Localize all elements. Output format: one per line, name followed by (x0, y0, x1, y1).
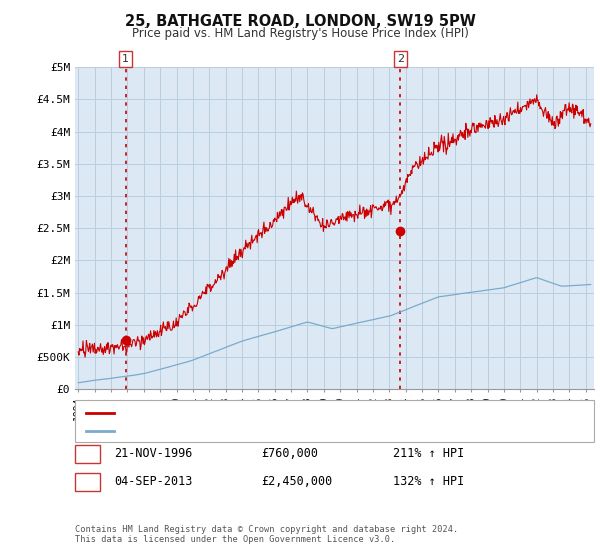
Text: Price paid vs. HM Land Registry's House Price Index (HPI): Price paid vs. HM Land Registry's House … (131, 27, 469, 40)
Text: 2: 2 (397, 54, 404, 64)
Text: Contains HM Land Registry data © Crown copyright and database right 2024.
This d: Contains HM Land Registry data © Crown c… (75, 525, 458, 544)
Text: 2: 2 (84, 475, 91, 488)
Text: 211% ↑ HPI: 211% ↑ HPI (393, 447, 464, 460)
Text: 1: 1 (122, 54, 129, 64)
Text: 1: 1 (84, 447, 91, 460)
Text: 25, BATHGATE ROAD, LONDON, SW19 5PW: 25, BATHGATE ROAD, LONDON, SW19 5PW (125, 14, 475, 29)
Text: HPI: Average price, detached house, Merton: HPI: Average price, detached house, Mert… (118, 426, 381, 436)
Text: 21-NOV-1996: 21-NOV-1996 (114, 447, 193, 460)
Text: 132% ↑ HPI: 132% ↑ HPI (393, 475, 464, 488)
Text: £2,450,000: £2,450,000 (261, 475, 332, 488)
Text: £760,000: £760,000 (261, 447, 318, 460)
Text: 25, BATHGATE ROAD, LONDON, SW19 5PW (detached house): 25, BATHGATE ROAD, LONDON, SW19 5PW (det… (118, 408, 443, 418)
Text: 04-SEP-2013: 04-SEP-2013 (114, 475, 193, 488)
